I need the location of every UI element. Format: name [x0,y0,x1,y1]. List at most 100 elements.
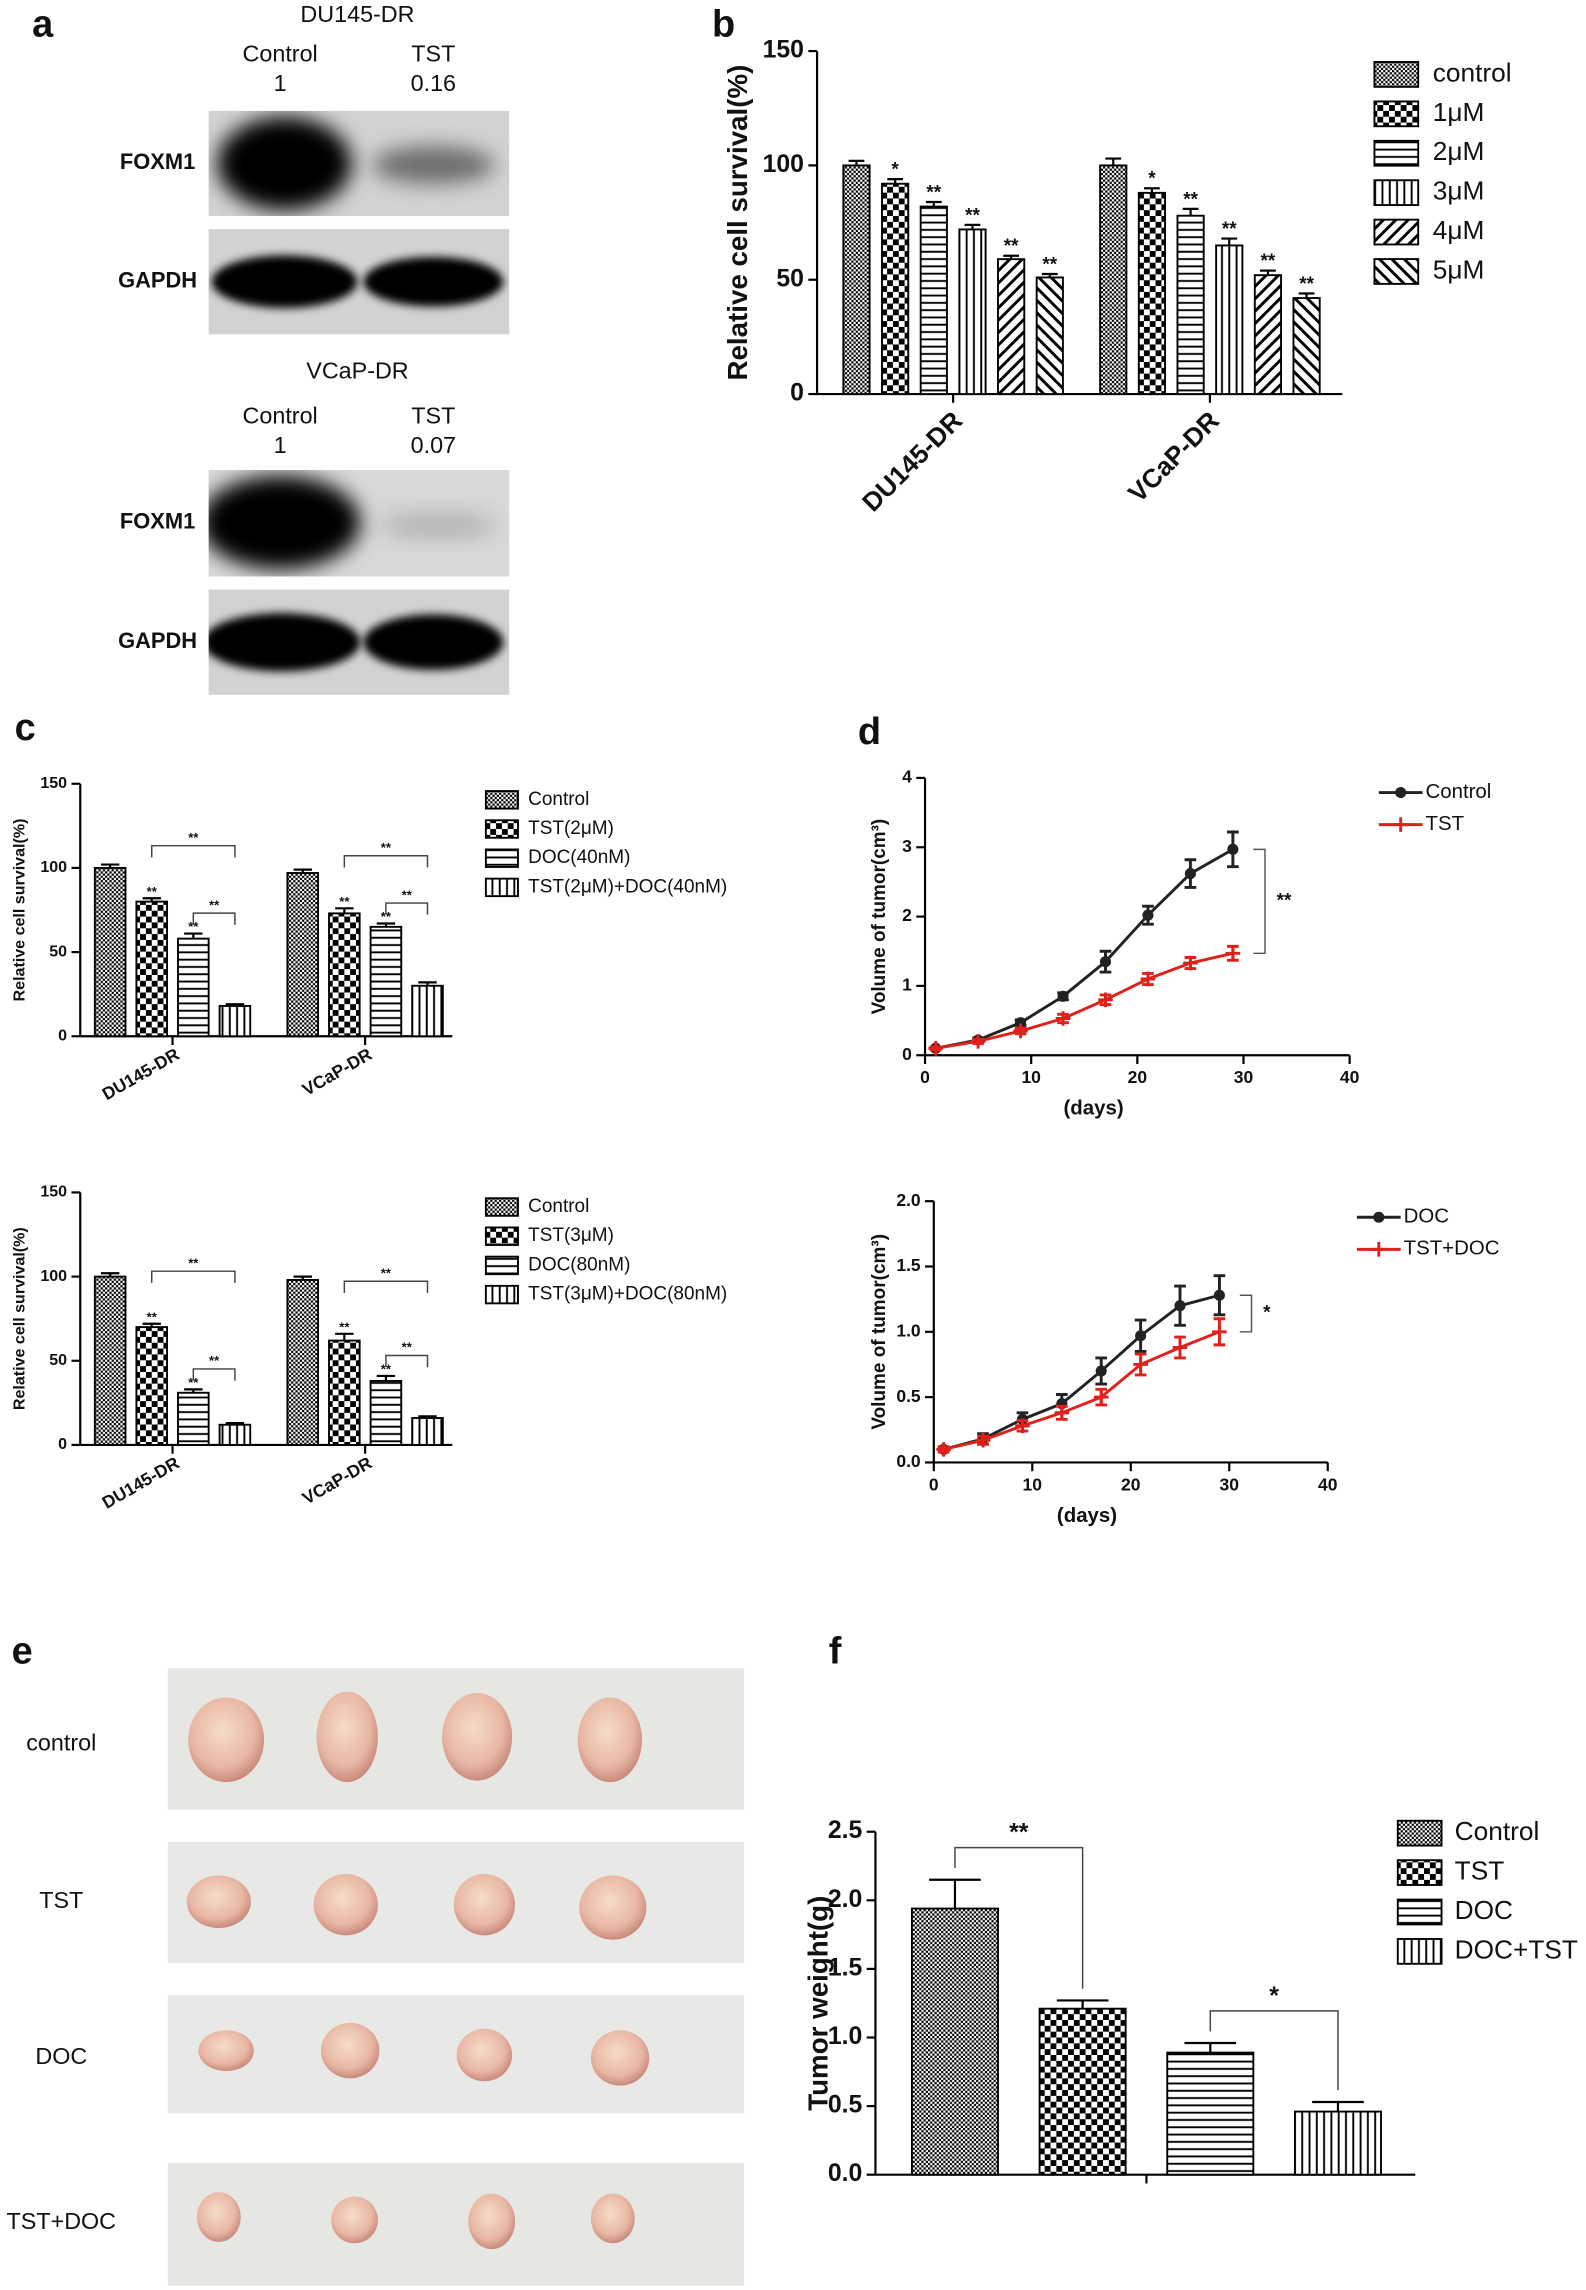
tumor [331,2196,378,2244]
legend-item: TST [1378,813,1464,835]
x-tick-label: VCaP-DR [299,1452,376,1508]
legend-swatch [484,1226,519,1246]
y-axis-label: Relative cell survival(%) [11,1227,29,1410]
significance-label: ** [339,894,350,909]
bar [1099,164,1128,396]
legend-swatch [484,1255,519,1276]
bar [218,1005,252,1038]
y-axis-label: Relative cell survival(%) [722,65,753,381]
row-label: TST+DOC [7,2208,117,2234]
point [1213,1289,1225,1301]
series-line [943,1330,1220,1451]
line-chart: 0 1 2 3 4 Volume of tumor(cm³) 0 10 20 30 40 (days)… [869,767,1492,1120]
point [1373,1211,1385,1223]
significance-label: ** [926,182,941,203]
point [936,1442,951,1457]
y-tick-label: 150 [40,1183,67,1201]
photo [167,1995,745,2114]
bracket-label: * [1269,1983,1279,2010]
error-bar [184,932,203,939]
significance-label: ** [381,1361,392,1376]
point [975,1432,991,1448]
point [1015,1418,1030,1434]
legend-label: TST(2μM)+DOC(40nM) [528,876,727,897]
significance-bracket [1253,848,1266,955]
bar [286,872,320,1038]
significance-label: ** [1004,236,1019,257]
significance-label: ** [1183,189,1198,210]
legend-label: DOC [1455,1895,1513,1925]
lane-ratio: 0.07 [411,432,456,458]
point [1140,971,1156,987]
series-line [935,951,1234,1050]
error-bar [142,1322,161,1328]
legend-swatch [1373,139,1420,167]
tumor [590,2193,635,2244]
tumor [316,1691,378,1783]
legend-label: 3μM [1433,176,1485,206]
bar [1293,2110,1382,2176]
bar [93,866,127,1038]
error-bar [929,1878,981,1909]
bracket-label: ** [1277,890,1292,911]
row-label: GAPDH [118,628,197,653]
legend-swatch [484,1284,519,1305]
x-tick-label: DU145-DR [99,1452,183,1512]
bar [1166,2051,1255,2176]
significance-bracket [343,1280,429,1293]
bracket-label: * [1263,1303,1271,1324]
bracket-label: ** [188,1255,199,1270]
tumor [577,1697,642,1783]
legend-label: TST(3μM) [528,1225,614,1246]
bar [218,1423,252,1446]
bracket-label: ** [209,1353,220,1368]
y-tick-label: 150 [763,37,804,64]
tumor-photos: control TST DOC TST+DOC [7,1668,745,2286]
bracket-label: ** [1009,1820,1029,1847]
y-tick-label: 100 [763,151,804,178]
y-tick-label: 2.5 [828,1817,863,1844]
legend-label: TST(2μM) [528,818,614,839]
x-tick-label: VCaP-DR [1122,405,1225,508]
significance-label: * [891,160,899,181]
legend-swatch [1373,179,1420,207]
significance-label: ** [339,1319,350,1334]
error-bar [418,981,437,986]
bar [881,182,910,396]
legend-swatch [484,790,519,810]
legend-label: Control [528,789,589,810]
tumor [442,1693,513,1781]
point [1225,946,1241,961]
panel-label: c [15,707,36,749]
x-tick-label: DU145-DR [856,405,968,517]
point [1013,1023,1028,1039]
error-bar [376,922,396,927]
y-axis-label: Relative cell survival(%) [11,819,29,1002]
significance-label: ** [188,919,199,934]
bar [411,1417,444,1446]
lane-ratio: 1 [274,70,287,96]
point [1099,956,1112,968]
y-tick-label: 0 [902,1044,912,1064]
legend-label: TST [1455,1856,1505,1886]
significance-label: ** [965,205,980,226]
y-tick-label: 0.5 [896,1386,921,1406]
bar [369,925,403,1038]
x-tick-label: 10 [1023,1474,1043,1494]
y-tick-label: 0 [58,1435,67,1453]
legend-label: 2μM [1433,136,1485,166]
error-bar [1221,237,1238,246]
legend-swatch [1396,1938,1443,1965]
x-tick-label: 20 [1121,1474,1141,1494]
lane-label: Control [243,41,318,67]
legend-swatch [1396,1859,1443,1886]
panel-label: a [32,3,54,45]
panel-label: d [858,711,881,753]
blot-bands [217,116,495,211]
tumor [198,2030,254,2072]
point [1183,955,1198,971]
error-bar [142,897,161,902]
y-tick-label: 100 [40,858,67,876]
point [1174,1300,1186,1312]
y-tick-label: 1.0 [896,1320,921,1340]
